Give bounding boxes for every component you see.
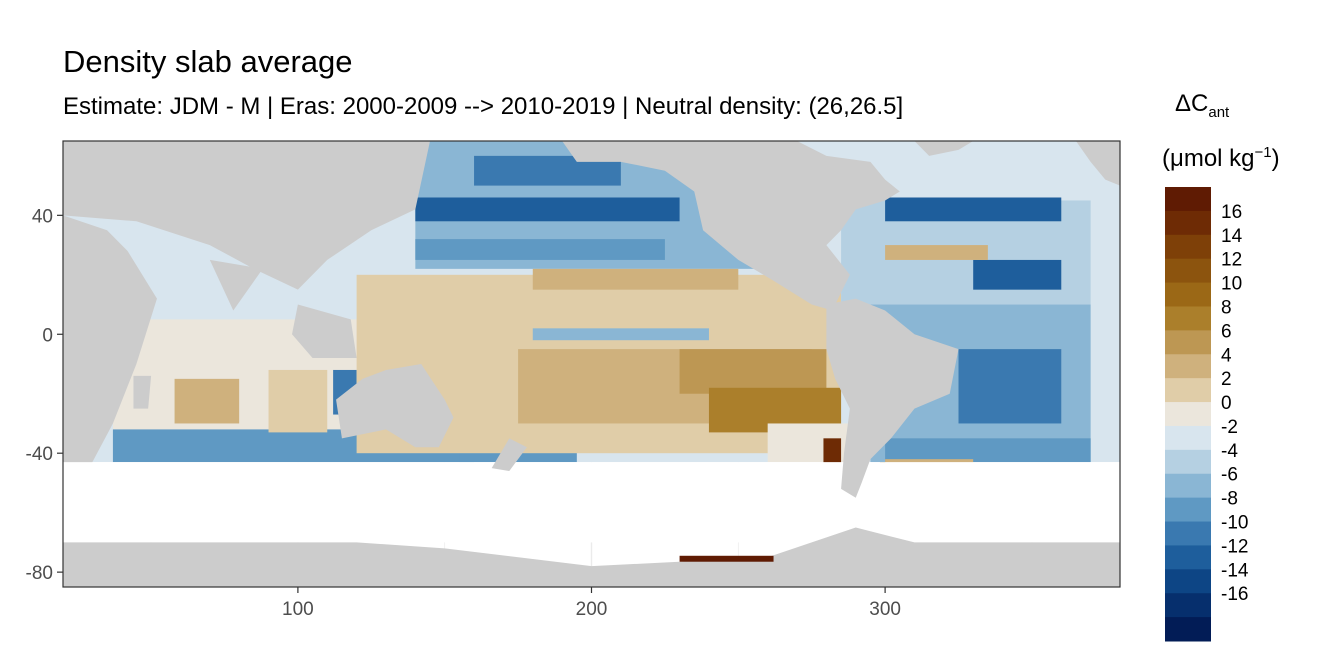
legend-label: -14 xyxy=(1221,560,1249,581)
hotspot xyxy=(823,438,842,466)
ocean-region xyxy=(415,197,680,222)
ocean-map xyxy=(63,141,1120,587)
legend-swatch xyxy=(1165,497,1211,523)
land-antarctica xyxy=(63,527,1120,587)
land-north-america xyxy=(562,141,900,311)
legend-swatch xyxy=(1165,449,1211,475)
land-africa xyxy=(63,141,157,463)
land-australia xyxy=(336,364,454,448)
ocean-region xyxy=(885,197,1062,222)
legend-label: -4 xyxy=(1221,441,1238,462)
ocean-region xyxy=(415,239,665,260)
ocean-region xyxy=(973,259,1062,290)
land-indonesia xyxy=(292,304,357,359)
y-tick-label: 0 xyxy=(42,325,53,346)
legend-label: -10 xyxy=(1221,513,1248,534)
color-legend: 16 14 12 108 6 4 2 0 -2 -4 -6 -8 -10-12 -14 -16 xyxy=(1165,187,1249,642)
legend-title: ΔCant xyxy=(1175,90,1230,121)
legend-swatch xyxy=(1165,306,1211,331)
land-europe xyxy=(1075,141,1120,186)
ocean-region xyxy=(767,423,856,463)
ocean-region xyxy=(532,268,739,290)
no-data-band xyxy=(63,462,1120,543)
legend-label: -8 xyxy=(1221,489,1238,510)
legend-label: 6 xyxy=(1221,321,1232,342)
legend-label: 14 xyxy=(1221,226,1243,247)
legend-label: 16 xyxy=(1221,202,1242,223)
legend-swatch xyxy=(1165,617,1211,642)
legend-swatch xyxy=(1165,473,1211,499)
legend-swatch xyxy=(1165,569,1211,594)
legend-label: -2 xyxy=(1221,417,1238,438)
legend-swatch xyxy=(1165,234,1211,260)
legend-swatch xyxy=(1165,521,1211,546)
land-eurasia xyxy=(63,141,431,290)
hotspot xyxy=(679,555,774,562)
legend-swatch xyxy=(1165,330,1211,355)
legend-swatch xyxy=(1165,402,1211,427)
legend-swatch xyxy=(1165,425,1211,451)
legend-label: 2 xyxy=(1221,369,1232,390)
land-south-america xyxy=(826,298,959,498)
legend-swatch xyxy=(1165,593,1211,618)
land-newzealand xyxy=(491,438,527,472)
ocean-region xyxy=(532,328,709,341)
legend-label: -16 xyxy=(1221,584,1248,605)
legend-swatch xyxy=(1165,354,1211,379)
land-greenland xyxy=(914,141,974,156)
legend-swatch xyxy=(1165,282,1211,307)
legend-label: 12 xyxy=(1221,250,1242,271)
legend-label: 0 xyxy=(1221,393,1232,414)
ocean-region xyxy=(174,378,240,424)
land-madagascar xyxy=(133,375,152,409)
ocean-region xyxy=(958,349,1062,424)
ocean-region xyxy=(885,438,1091,463)
legend-swatch xyxy=(1165,187,1211,212)
legend-label: 8 xyxy=(1221,297,1232,318)
legend-swatch xyxy=(1165,258,1211,284)
legend-swatch xyxy=(1165,210,1211,236)
ocean-region xyxy=(268,369,328,433)
legend-label: -6 xyxy=(1221,465,1238,486)
chart-title: Density slab average xyxy=(63,44,353,79)
chart-subtitle: Estimate: JDM - M | Eras: 2000-2009 --> … xyxy=(63,93,904,120)
x-tick-label: 200 xyxy=(576,599,608,620)
legend-label: -12 xyxy=(1221,536,1248,557)
legend-swatch xyxy=(1165,545,1211,570)
ocean-region xyxy=(885,245,988,260)
ocean-region xyxy=(679,349,827,394)
legend-unit: (μmol kg−1) xyxy=(1162,144,1280,172)
legend-swatch xyxy=(1165,378,1211,403)
land-india xyxy=(209,259,263,311)
y-tick-label: 40 xyxy=(32,206,53,227)
x-tick-label: 100 xyxy=(282,599,314,620)
legend-label: 10 xyxy=(1221,274,1242,295)
x-axis: 100 200 300 xyxy=(282,587,901,620)
y-tick-label: -80 xyxy=(26,563,53,584)
x-tick-label: 300 xyxy=(869,599,901,620)
y-tick-label: -40 xyxy=(26,444,53,465)
legend-label: 4 xyxy=(1221,345,1232,366)
y-axis: 40 0 -40 -80 xyxy=(26,206,63,584)
